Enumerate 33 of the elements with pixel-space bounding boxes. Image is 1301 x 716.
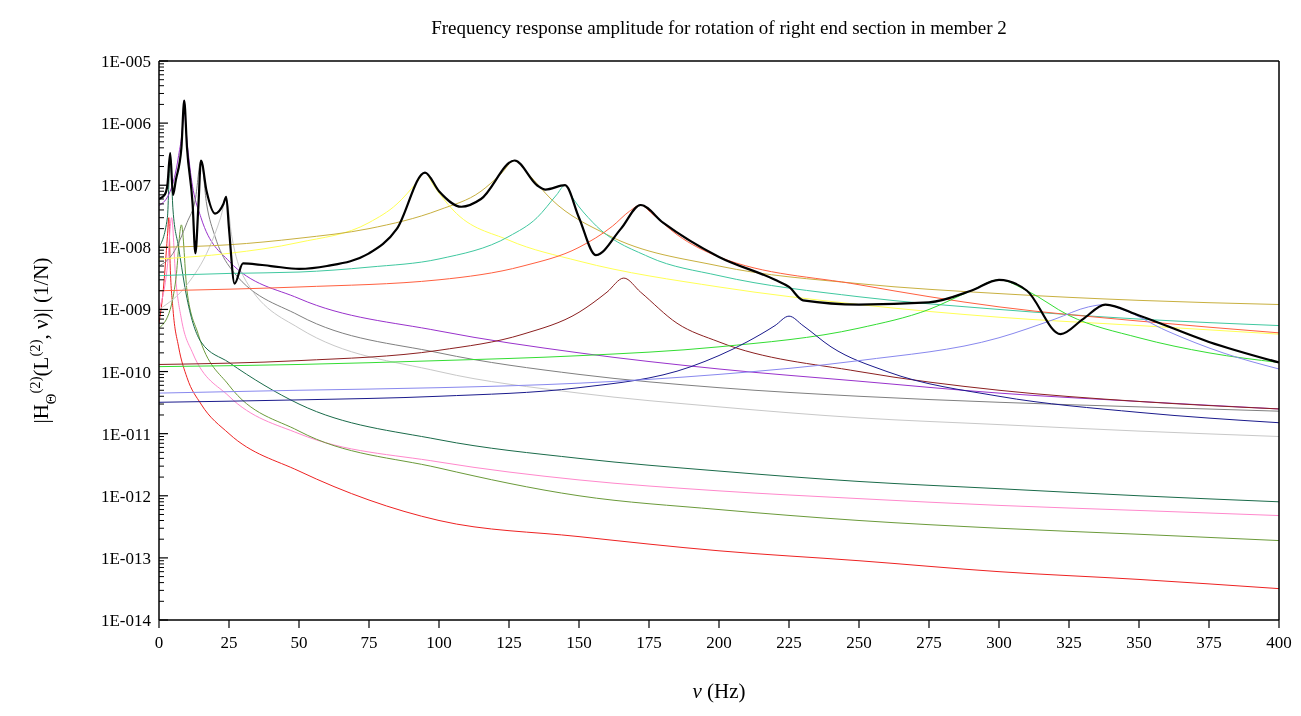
- x-tick-label: 100: [426, 633, 452, 652]
- line-series: [159, 160, 1279, 412]
- x-tick-label: 225: [776, 633, 802, 652]
- y-tick-label: 1E-010: [100, 362, 151, 382]
- x-tick-label: 150: [566, 633, 592, 652]
- x-tick-label: 375: [1196, 633, 1222, 652]
- x-tick-label: 275: [916, 633, 942, 652]
- y-tick-label: 1E-012: [100, 486, 151, 506]
- line-series: [159, 315, 1279, 424]
- y-tick-label: 1E-011: [101, 424, 151, 444]
- x-tick-label: 25: [220, 633, 238, 652]
- x-tick-label: 0: [154, 633, 164, 652]
- x-tick-label: 200: [706, 633, 732, 652]
- x-tick-label: 175: [636, 633, 662, 652]
- y-tick-label: 1E-006: [100, 114, 151, 134]
- x-tick-label: 50: [290, 633, 308, 652]
- x-tick-label: 400: [1266, 633, 1292, 652]
- x-tick-label: 350: [1126, 633, 1152, 652]
- line-series: [159, 304, 1279, 394]
- x-tick-label: 325: [1056, 633, 1082, 652]
- x-tick-label: 300: [986, 633, 1012, 652]
- x-tick-label: 75: [360, 633, 378, 652]
- line-series: [159, 277, 1279, 410]
- x-tick-label: 250: [846, 633, 872, 652]
- y-tick-label: 1E-007: [100, 176, 152, 196]
- y-tick-label: 1E-009: [100, 300, 151, 320]
- x-axis-title: ν (Hz): [692, 679, 746, 703]
- y-tick-label: 1E-005: [100, 51, 151, 71]
- chart-title: Frequency response amplitude for rotation of right end section in member 2: [431, 17, 1007, 38]
- y-tick-label: 1E-014: [100, 610, 152, 630]
- y-tick-label: 1E-013: [100, 548, 151, 568]
- y-tick-label: 1E-008: [100, 238, 151, 258]
- x-tick-label: 125: [496, 633, 522, 652]
